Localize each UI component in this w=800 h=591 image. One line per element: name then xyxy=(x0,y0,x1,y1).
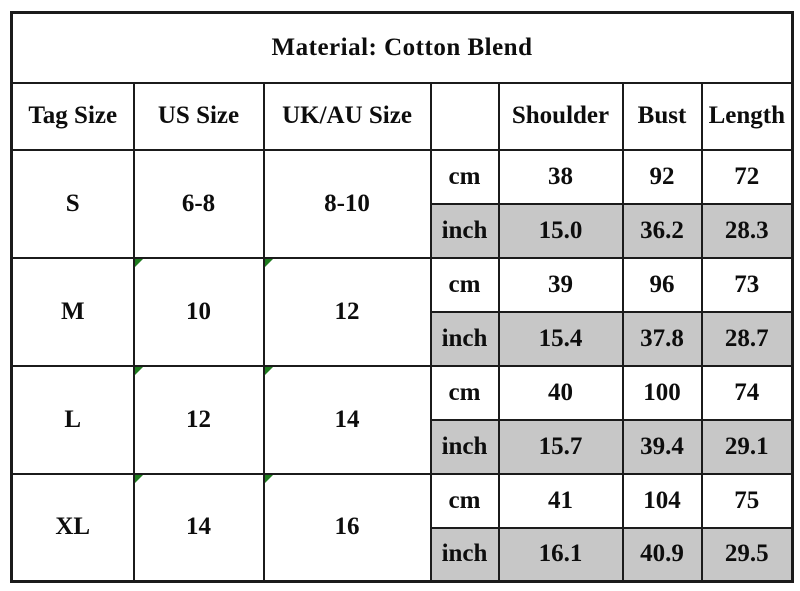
size-row-l-inch: inch 15.7 39.4 29.1 xyxy=(12,418,794,475)
cell-ukau-value: 16 xyxy=(334,513,360,541)
cell-tag: M xyxy=(10,256,135,367)
cell-us-value: 12 xyxy=(186,405,211,433)
cell-shoulder-cm: 41 xyxy=(497,472,624,529)
cell-tag: L xyxy=(10,364,135,475)
cell-ukau: 8-10 xyxy=(262,148,432,259)
cell-length-cm: 72 xyxy=(700,148,794,205)
cell-unit-cm: cm xyxy=(429,148,500,205)
size-row-l-cm: L 12 14 cm 40 100 74 xyxy=(10,364,794,475)
cell-length-inch: 29.5 xyxy=(700,526,794,583)
cell-ukau-value: 14 xyxy=(334,405,360,433)
cell-length-inch: 29.1 xyxy=(700,418,794,475)
cell-bust-cm: 104 xyxy=(621,472,703,529)
green-corner-marker-icon xyxy=(265,367,274,376)
cell-ukau: 12 xyxy=(262,256,432,367)
green-corner-marker-icon xyxy=(135,367,144,376)
cell-shoulder-cm: 40 xyxy=(497,364,624,421)
cell-bust-inch: 37.8 xyxy=(621,310,703,367)
green-corner-marker-icon xyxy=(135,475,144,484)
cell-unit-inch: inch xyxy=(429,310,500,367)
cell-length-inch: 28.3 xyxy=(700,202,794,259)
size-row-xl-cm: XL 14 16 cm 41 104 75 xyxy=(10,472,794,583)
size-row-s-inch: inch 15.0 36.2 28.3 xyxy=(12,202,794,259)
cell-shoulder-inch: 16.1 xyxy=(497,526,624,583)
size-row-m-inch: inch 15.4 37.8 28.7 xyxy=(12,310,794,367)
cell-bust-inch: 36.2 xyxy=(621,202,703,259)
green-corner-marker-icon xyxy=(265,259,274,268)
cell-length-inch: 28.7 xyxy=(700,310,794,367)
cell-bust-cm: 96 xyxy=(621,256,703,313)
cell-tag: XL xyxy=(10,472,135,583)
green-corner-marker-icon xyxy=(135,259,144,268)
cell-unit-inch: inch xyxy=(429,418,500,475)
size-row-s-cm: S 6-8 8-10 cm 38 92 72 xyxy=(10,148,794,259)
cell-tag: S xyxy=(10,148,135,259)
header-unit xyxy=(429,81,500,151)
cell-length-cm: 74 xyxy=(700,364,794,421)
size-row-m-cm: M 10 12 cm 39 96 73 xyxy=(10,256,794,367)
cell-shoulder-cm: 38 xyxy=(497,148,624,205)
cell-us: 12 xyxy=(132,364,265,475)
cell-ukau: 14 xyxy=(262,364,432,475)
title-row: Material: Cotton Blend xyxy=(10,11,794,84)
header-ukau-size: UK/AU Size xyxy=(262,81,432,151)
cell-unit-cm: cm xyxy=(429,364,500,421)
cell-ukau: 16 xyxy=(262,472,432,583)
cell-us-value: 14 xyxy=(186,513,211,541)
header-us-size: US Size xyxy=(132,81,265,151)
cell-shoulder-inch: 15.4 xyxy=(497,310,624,367)
size-row-xl-inch: inch 16.1 40.9 29.5 xyxy=(12,526,794,583)
cell-unit-inch: inch xyxy=(429,202,500,259)
cell-unit-cm: cm xyxy=(429,256,500,313)
chart-title: Material: Cotton Blend xyxy=(10,11,794,84)
cell-us-value: 10 xyxy=(186,297,211,325)
header-length: Length xyxy=(700,81,794,151)
cell-bust-inch: 40.9 xyxy=(621,526,703,583)
cell-us: 10 xyxy=(132,256,265,367)
cell-unit-inch: inch xyxy=(429,526,500,583)
header-row: Tag Size US Size UK/AU Size Shoulder Bus… xyxy=(10,81,794,151)
cell-shoulder-cm: 39 xyxy=(497,256,624,313)
cell-bust-inch: 39.4 xyxy=(621,418,703,475)
header-bust: Bust xyxy=(621,81,703,151)
header-tag-size: Tag Size xyxy=(10,81,135,151)
cell-bust-cm: 92 xyxy=(621,148,703,205)
size-chart-table: Material: Cotton Blend Tag Size US Size … xyxy=(10,11,795,583)
green-corner-marker-icon xyxy=(265,475,274,484)
header-shoulder: Shoulder xyxy=(497,81,624,151)
cell-us: 6-8 xyxy=(132,148,265,259)
cell-shoulder-inch: 15.7 xyxy=(497,418,624,475)
cell-bust-cm: 100 xyxy=(621,364,703,421)
cell-shoulder-inch: 15.0 xyxy=(497,202,624,259)
cell-unit-cm: cm xyxy=(429,472,500,529)
cell-length-cm: 73 xyxy=(700,256,794,313)
cell-ukau-value: 12 xyxy=(334,297,360,325)
cell-us: 14 xyxy=(132,472,265,583)
cell-length-cm: 75 xyxy=(700,472,794,529)
